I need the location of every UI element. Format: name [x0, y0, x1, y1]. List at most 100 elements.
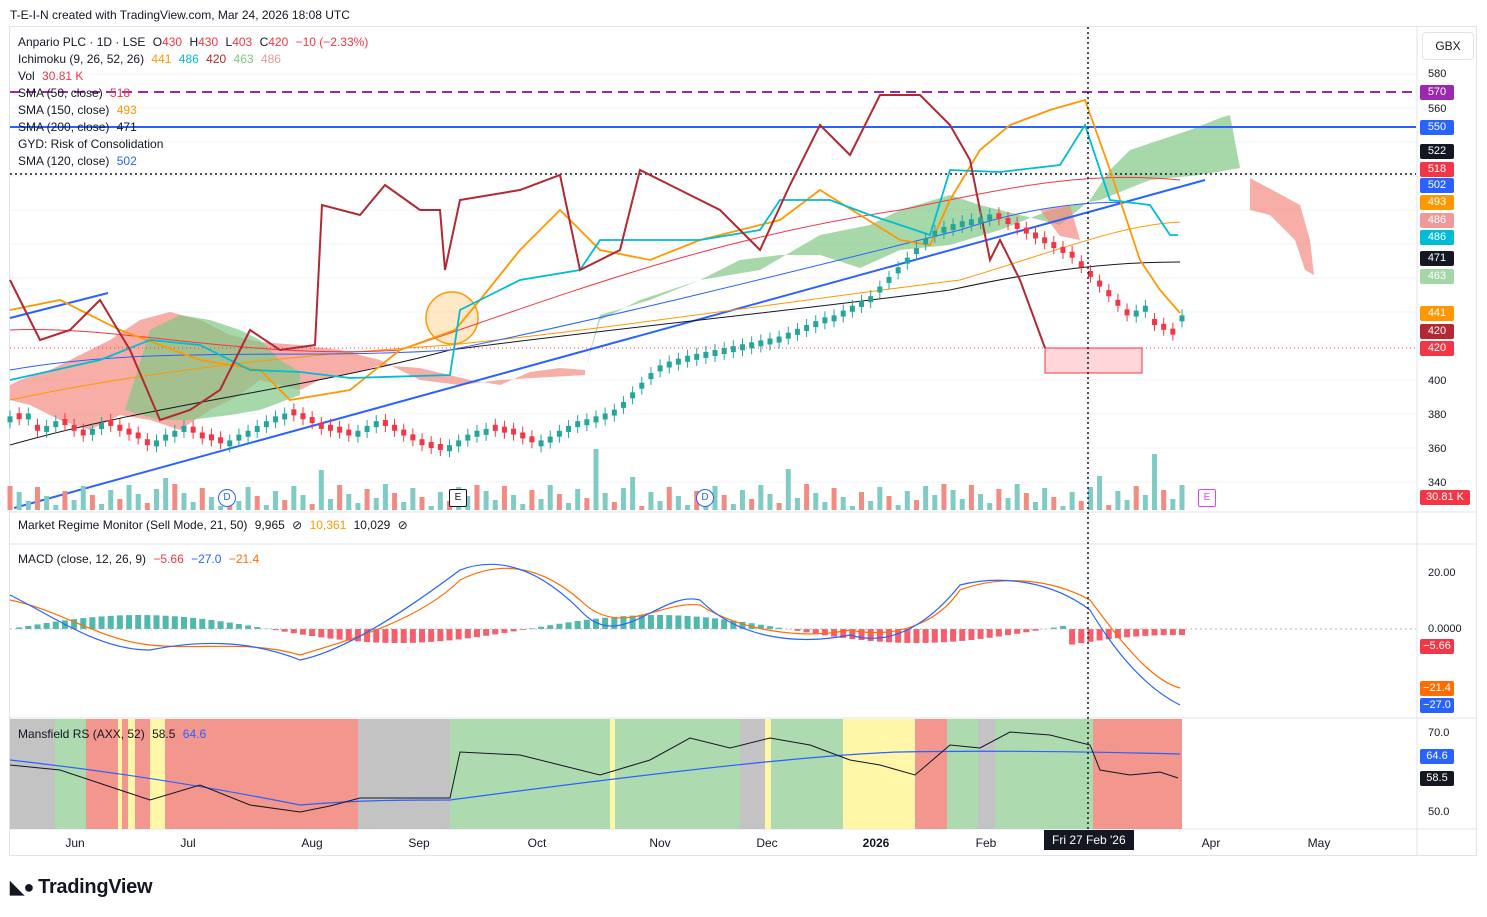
rs-regime-band [122, 719, 128, 829]
volume-bar [135, 494, 141, 510]
candle-body [886, 276, 892, 283]
sma150-line[interactable]: SMA (150, close) 493 [18, 102, 372, 119]
vol-line[interactable]: Vol 30.81 K [18, 68, 372, 85]
macd-hist-bar [428, 629, 435, 642]
volume-bar [1124, 500, 1130, 510]
candle-body [373, 421, 379, 428]
regime-legend[interactable]: Market Regime Monitor (Sell Mode, 21, 50… [18, 517, 412, 534]
earnings-event-icon[interactable]: E [1198, 489, 1216, 507]
volume-bar [1033, 502, 1038, 510]
macd-hist-bar [812, 629, 819, 634]
macd-hist-bar [510, 629, 517, 632]
macd-hist-bar [1023, 629, 1030, 633]
volume-bar [1087, 487, 1093, 510]
volume-bar [1115, 491, 1121, 510]
macd-hist-bar [702, 617, 709, 629]
candle-body [501, 426, 507, 433]
volume-bar [831, 488, 837, 510]
tenkan-line [9, 98, 1181, 401]
rs-regime-band [610, 719, 615, 829]
candle-body [556, 430, 562, 437]
volume-bar [648, 492, 654, 510]
candle-body [300, 413, 306, 420]
candle-body [740, 344, 745, 351]
macd-hist-bar [107, 615, 114, 629]
volume-bar [767, 494, 773, 510]
macd-hist-bar [922, 629, 929, 643]
candle-body [694, 353, 700, 360]
dividend-event-icon[interactable]: D [696, 489, 714, 507]
macd-legend[interactable]: MACD (close, 12, 26, 9) −5.66 −27.0 −21.… [18, 551, 263, 568]
macd-hist-bar [840, 629, 847, 638]
symbol-name[interactable]: Anpario PLC · 1D · LSE [18, 35, 146, 49]
x-label: 2026 [862, 836, 890, 850]
regime-slash-icon: ⊘ [292, 518, 303, 532]
macd-hist-bar [977, 629, 984, 639]
candle-body [392, 424, 398, 431]
candle-body [776, 336, 782, 343]
sma200-line[interactable]: SMA (200, close) 471 [18, 119, 372, 136]
x-label: Nov [649, 836, 671, 850]
candle-body [547, 436, 553, 443]
macd-hist-bar [71, 619, 78, 629]
candle-body [437, 444, 443, 450]
price-badge: 570 [1420, 85, 1454, 100]
macd-hist-bar [116, 615, 123, 629]
earnings-event-icon[interactable]: E [449, 489, 467, 507]
macd-hist-bar [913, 629, 920, 643]
volume-bar [996, 489, 1002, 510]
gyd-line[interactable]: GYD: Risk of Consolidation [18, 136, 372, 153]
volume-bar [566, 503, 572, 510]
candle-body [913, 248, 919, 255]
sma120-name: SMA (120, close) [18, 154, 110, 168]
macd-hist-bar [437, 629, 444, 642]
macd-hist-bar [593, 618, 599, 629]
candle-body [675, 358, 681, 365]
candle-body [877, 286, 883, 293]
candle-body [346, 429, 352, 436]
dividend-event-icon[interactable]: D [218, 489, 236, 507]
rs-regime-band [978, 719, 995, 829]
volume-bar [99, 504, 105, 510]
candle-body [99, 423, 105, 430]
candle-body [34, 424, 40, 431]
candle-body [685, 355, 691, 362]
ichimoku-line[interactable]: Ichimoku (9, 26, 52, 26) 441 486 420 463… [18, 51, 372, 68]
candle-body [1115, 299, 1121, 306]
currency-button[interactable]: GBX [1422, 32, 1474, 60]
candle-body [1097, 280, 1103, 287]
macd-badge: −21.4 [1420, 681, 1454, 696]
volume-bar [520, 504, 526, 510]
macd-hist-bar [52, 621, 59, 629]
sma200-name: SMA (200, close) [18, 120, 110, 134]
macd-hist-bar [309, 629, 316, 637]
volume-bar [923, 486, 929, 510]
rs-legend[interactable]: Mansfield RS (AXX, 52) 58.5 64.6 [18, 726, 210, 743]
candle-body [538, 440, 544, 447]
macd-hist-bar [235, 624, 242, 629]
ohlc-high: 430 [198, 35, 219, 49]
regime-slash-icon-2: ⊘ [397, 518, 408, 532]
x-label: Apr [1201, 836, 1221, 850]
x-label: Feb [975, 836, 997, 850]
volume-bar [236, 501, 242, 510]
volume-bar [611, 502, 617, 510]
vol-name: Vol [18, 69, 35, 83]
candle-body [492, 424, 498, 431]
macd-hist-bar [1142, 629, 1149, 636]
volume-bar [218, 506, 224, 510]
sma50-line[interactable]: SMA (50, close) 518 [18, 85, 372, 102]
macd-hist-bar [135, 615, 142, 629]
sma120-line[interactable]: SMA (120, close) 502 [18, 153, 372, 170]
candle-body [666, 361, 672, 368]
candle-body [584, 419, 590, 426]
candle-body [401, 429, 407, 436]
macd-hist-bar [1087, 629, 1094, 642]
candle-body [758, 340, 764, 347]
tradingview-logo[interactable]: ◣● TradingView [10, 876, 153, 899]
volume-bar [511, 495, 517, 510]
rs-tick: 70.0 [1428, 727, 1450, 739]
macd-hist-bar [180, 616, 187, 629]
macd-hist-bar [217, 621, 224, 629]
